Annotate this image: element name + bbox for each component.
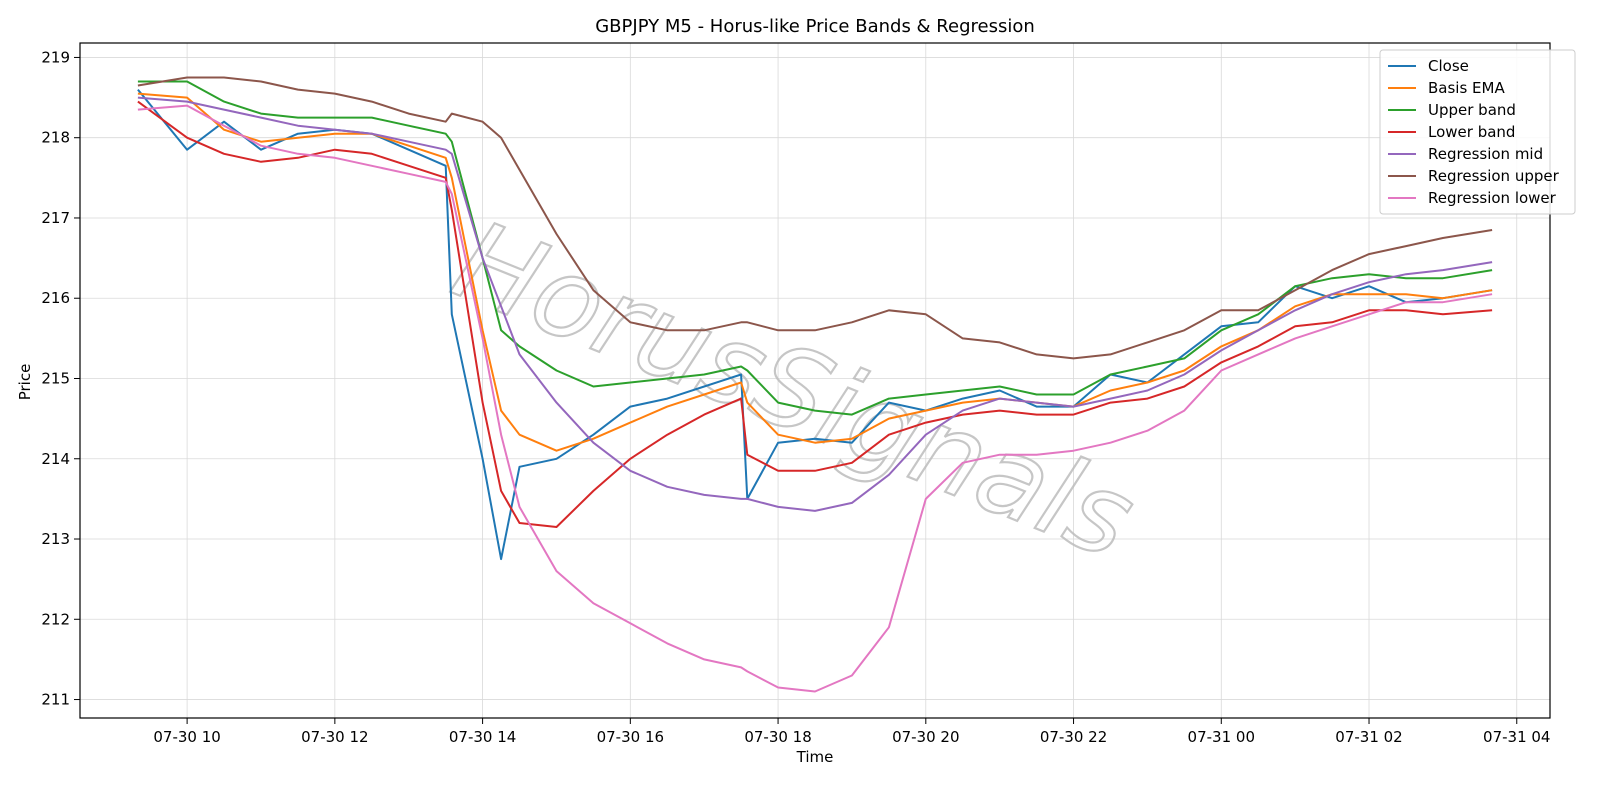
y-tick-label: 215	[41, 369, 70, 387]
y-tick-label: 213	[41, 530, 70, 548]
y-tick-label: 217	[41, 209, 70, 227]
series-line-regression-upper	[137, 76, 1493, 360]
series-line-regression-lower	[137, 104, 1493, 693]
x-tick-label: 07-30 14	[449, 728, 516, 746]
y-tick-label: 214	[41, 450, 70, 468]
x-tick-label: 07-30 12	[301, 728, 368, 746]
series-line-close	[137, 88, 1493, 561]
x-tick-label: 07-30 16	[597, 728, 664, 746]
legend-label: Regression mid	[1428, 145, 1543, 163]
y-tick-label: 216	[41, 289, 70, 307]
legend-label: Regression upper	[1428, 167, 1560, 185]
legend-box	[1379, 49, 1576, 215]
y-tick-label: 219	[41, 48, 70, 66]
legend-label: Lower band	[1428, 123, 1515, 141]
x-axis-ticks: 07-30 10 07-30 12 07-30 14 07-30 16 07-30 18…	[153, 718, 1550, 746]
x-tick-label: 07-30 22	[1040, 728, 1107, 746]
y-tick-label: 211	[41, 691, 70, 709]
legend-label: Regression lower	[1428, 189, 1557, 207]
legend-label: Upper band	[1428, 101, 1516, 119]
chart-title: GBPJPY M5 - Horus-like Price Bands & Reg…	[595, 16, 1035, 37]
legend: Close Basis EMA Upper band Lower band Regres…	[1379, 49, 1576, 215]
series-lines	[137, 76, 1493, 693]
y-tick-label: 218	[41, 129, 70, 147]
y-axis-ticks: 211 212 213 214 215 216 217 218 219	[41, 48, 80, 709]
legend-label: Basis EMA	[1428, 79, 1505, 97]
x-tick-label: 07-30 10	[153, 728, 220, 746]
y-tick-label: 212	[41, 610, 70, 628]
series-line-lower-band	[137, 100, 1493, 528]
y-axis-title: Price	[16, 364, 34, 401]
x-tick-label: 07-30 18	[744, 728, 811, 746]
x-tick-label: 07-31 00	[1188, 728, 1255, 746]
x-axis-title: Time	[796, 748, 834, 766]
x-tick-label: 07-30 20	[892, 728, 959, 746]
x-tick-label: 07-31 04	[1483, 728, 1550, 746]
legend-label: Close	[1428, 57, 1469, 75]
grid	[80, 43, 1550, 718]
plot-area-frame	[79, 42, 1551, 719]
series-line-upper-band	[137, 80, 1493, 416]
x-tick-label: 07-31 02	[1335, 728, 1402, 746]
series-line-basis-ema	[137, 92, 1493, 452]
series-line-regression-mid	[137, 96, 1493, 512]
